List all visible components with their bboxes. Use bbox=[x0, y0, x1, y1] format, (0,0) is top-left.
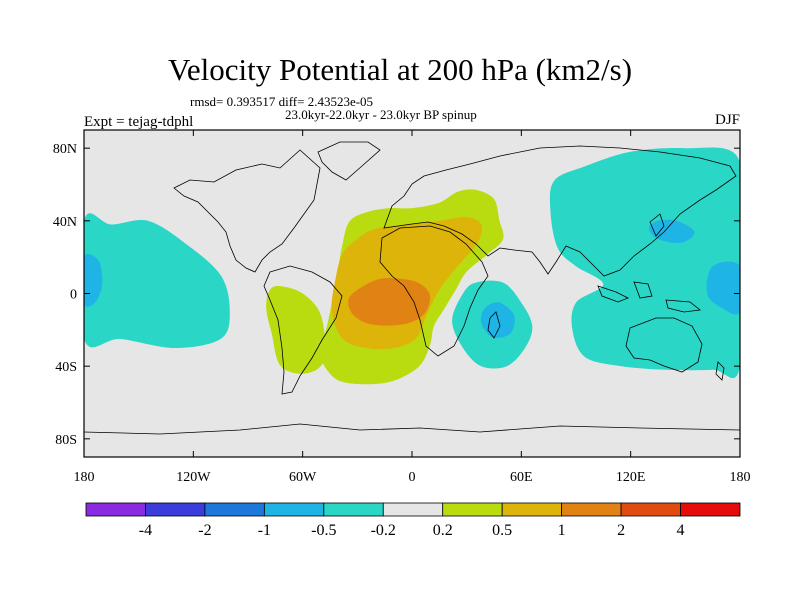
y-tick-label: 80N bbox=[53, 142, 77, 157]
colorbar-label: -2 bbox=[198, 522, 211, 539]
chart-title: Velocity Potential at 200 hPa (km2/s) bbox=[167, 52, 633, 87]
coastlines bbox=[84, 141, 740, 435]
contour-region-9 bbox=[84, 213, 230, 348]
x-tick-label: 180 bbox=[730, 470, 751, 485]
colorbar-label: -0.2 bbox=[371, 522, 396, 539]
colorbar-box-2 bbox=[204, 502, 265, 517]
colorbar-box-4 bbox=[323, 502, 384, 517]
contour-region-6 bbox=[549, 147, 740, 379]
period-subtitle: 23.0kyr-22.0kyr - 23.0kyr BP spinup bbox=[285, 107, 477, 122]
y-tick-label: 40N bbox=[53, 215, 77, 230]
y-tick-label: 80S bbox=[55, 433, 77, 448]
colorbar-box-10 bbox=[680, 502, 741, 517]
colorbar-label: 4 bbox=[677, 522, 685, 539]
colorbar-label: 0.2 bbox=[433, 522, 453, 539]
y-tick-label: 0 bbox=[70, 288, 77, 303]
x-tick-label: 180 bbox=[74, 470, 95, 485]
season-label: DJF bbox=[714, 112, 740, 128]
contour-region-1 bbox=[266, 285, 326, 374]
x-tick-label: 60W bbox=[289, 470, 317, 485]
colorbar-label: 0.5 bbox=[492, 522, 512, 539]
contour-region-8 bbox=[706, 261, 740, 315]
y-tick-label: 40S bbox=[55, 360, 77, 375]
colorbar-label: -4 bbox=[139, 522, 152, 539]
rmsd-diff-stats: rmsd= 0.393517 diff= 2.43523e-05 bbox=[190, 94, 374, 109]
x-tick-label: 60E bbox=[510, 470, 533, 485]
x-tick-label: 120E bbox=[616, 470, 646, 485]
colorbar-box-1 bbox=[145, 502, 206, 517]
colorbar-box-5 bbox=[382, 502, 444, 517]
colorbar-label: -0.5 bbox=[311, 522, 336, 539]
colorbar-box-6 bbox=[442, 502, 503, 517]
contour-region-7 bbox=[648, 219, 695, 243]
experiment-label: Expt = tejag-tdphl bbox=[84, 114, 194, 130]
colorbar: -4 -2 -1 -0.5 -0.2 0.2 0.5 1 2 4 bbox=[85, 502, 741, 539]
map-axes: 180 120W 60W 0 60E 120E 180 80N 40N 0 40S 80S bbox=[53, 130, 751, 485]
colorbar-box-9 bbox=[620, 502, 681, 517]
colorbar-box-3 bbox=[263, 502, 325, 517]
colorbar-label: 1 bbox=[558, 522, 566, 539]
colorbar-box-8 bbox=[561, 502, 622, 517]
contour-region-3 bbox=[348, 277, 431, 326]
colorbar-label: 2 bbox=[617, 522, 625, 539]
colorbar-box-7 bbox=[501, 502, 563, 517]
x-tick-label: 120W bbox=[176, 470, 211, 485]
contour-region-5 bbox=[480, 302, 515, 338]
colorbar-box-0 bbox=[85, 502, 146, 517]
x-tick-label: 0 bbox=[409, 470, 416, 485]
colorbar-label: -1 bbox=[258, 522, 271, 539]
